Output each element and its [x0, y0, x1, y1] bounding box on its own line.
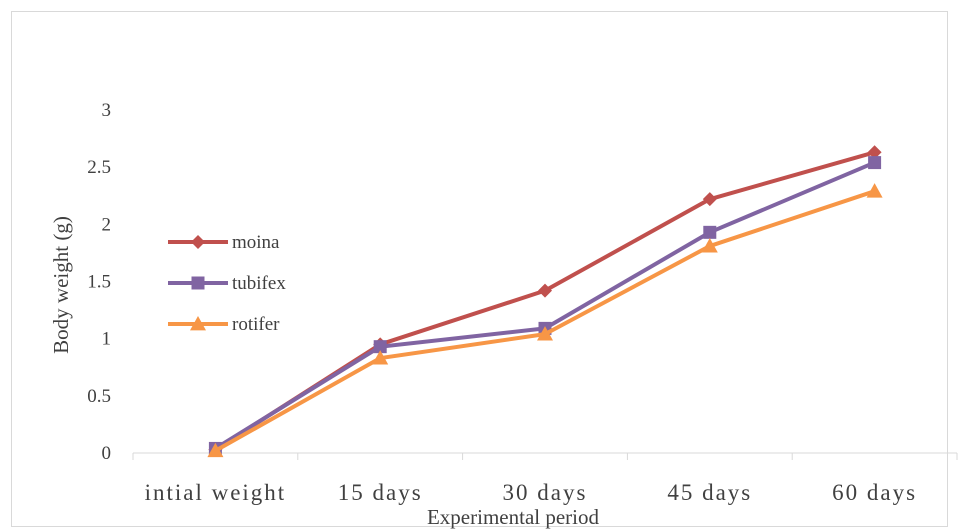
x-tick-label: 15 days: [338, 480, 423, 505]
legend-label: rotifer: [232, 314, 280, 335]
data-point: [192, 277, 205, 290]
legend-item-moina: moina: [168, 232, 280, 253]
series-line: [215, 163, 874, 449]
x-tick-label: 45 days: [667, 480, 752, 505]
x-tick-label: 30 days: [503, 480, 588, 505]
data-point: [867, 183, 883, 197]
data-point: [868, 156, 881, 169]
x-axis: intial weight 15 days 30 days 45 days 60 day…: [133, 453, 957, 505]
y-axis: 0 0.5 1 1.5 2 2.5 3: [87, 100, 111, 464]
legend-item-rotifer: rotifer: [168, 314, 280, 335]
y-tick-label: 1.5: [87, 272, 111, 293]
y-tick-label: 1: [102, 329, 112, 350]
y-tick-label: 2.5: [87, 157, 111, 178]
legend-item-tubifex: tubifex: [168, 273, 286, 294]
legend-label: moina: [232, 232, 280, 253]
legend-label: tubifex: [232, 273, 286, 294]
series-tubifex: [209, 156, 881, 455]
series-rotifer: [207, 183, 882, 457]
x-tick-label: 60 days: [832, 480, 917, 505]
y-tick-label: 0.5: [87, 386, 111, 407]
y-axis-title: Body weight (g): [49, 216, 73, 354]
legend: moina tubifex rotifer: [168, 232, 286, 335]
series-line: [215, 152, 874, 449]
data-point: [703, 226, 716, 239]
x-tick-label: intial weight: [145, 480, 287, 505]
series-layer: [207, 145, 882, 457]
series-line: [215, 191, 874, 451]
y-tick-label: 2: [102, 214, 112, 235]
y-tick-label: 3: [102, 100, 112, 121]
y-tick-label: 0: [102, 443, 112, 464]
x-axis-title: Experimental period: [427, 505, 600, 529]
series-moina: [208, 145, 881, 456]
data-point: [191, 235, 205, 249]
